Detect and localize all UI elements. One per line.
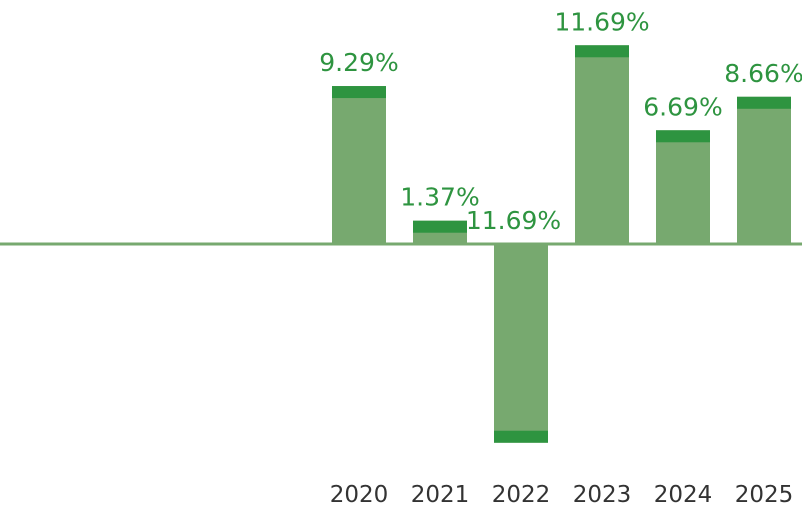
year-label-2024: 2024: [654, 482, 713, 508]
year-label-2020: 2020: [330, 482, 389, 508]
value-label-2024: 6.69%: [643, 92, 722, 121]
bar-2024: [656, 130, 710, 244]
value-labels-group: 9.29% 1.37%-11.69% 11.69% 6.69%8.66%: [319, 7, 802, 235]
bar-cap-2024: [656, 130, 710, 143]
bar-cap-2025: [737, 96, 791, 109]
year-label-2022: 2022: [492, 482, 551, 508]
value-label-2021: 1.37%: [400, 183, 479, 212]
bar-2025: [737, 96, 791, 244]
bar-2020: [332, 86, 386, 244]
value-label-2023: 11.69%: [554, 7, 649, 36]
value-label-2022: -11.69%: [457, 206, 561, 235]
bar-cap-2020: [332, 86, 386, 99]
bar-cap-2021: [413, 220, 467, 233]
bars-group: [332, 45, 791, 443]
bar-2023: [575, 45, 629, 244]
bar-2022: [494, 244, 548, 443]
year-label-2025: 2025: [735, 482, 794, 508]
bar-cap-2023: [575, 45, 629, 58]
year-labels-group: 2020 2021 2022 2023 2024 2025: [330, 482, 794, 508]
value-label-2020: 9.29%: [319, 48, 398, 77]
bar-cap-2022: [494, 430, 548, 443]
value-label-2025: 8.66%: [724, 59, 802, 88]
year-label-2021: 2021: [411, 482, 470, 508]
year-label-2023: 2023: [573, 482, 632, 508]
